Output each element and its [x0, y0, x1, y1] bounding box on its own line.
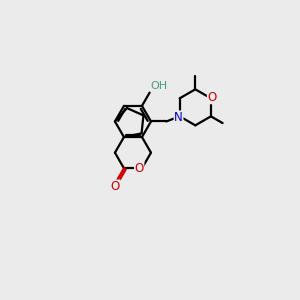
- Text: O: O: [135, 162, 144, 175]
- Text: OH: OH: [151, 81, 168, 91]
- Text: O: O: [207, 91, 217, 104]
- Text: O: O: [111, 180, 120, 193]
- Text: N: N: [174, 111, 183, 124]
